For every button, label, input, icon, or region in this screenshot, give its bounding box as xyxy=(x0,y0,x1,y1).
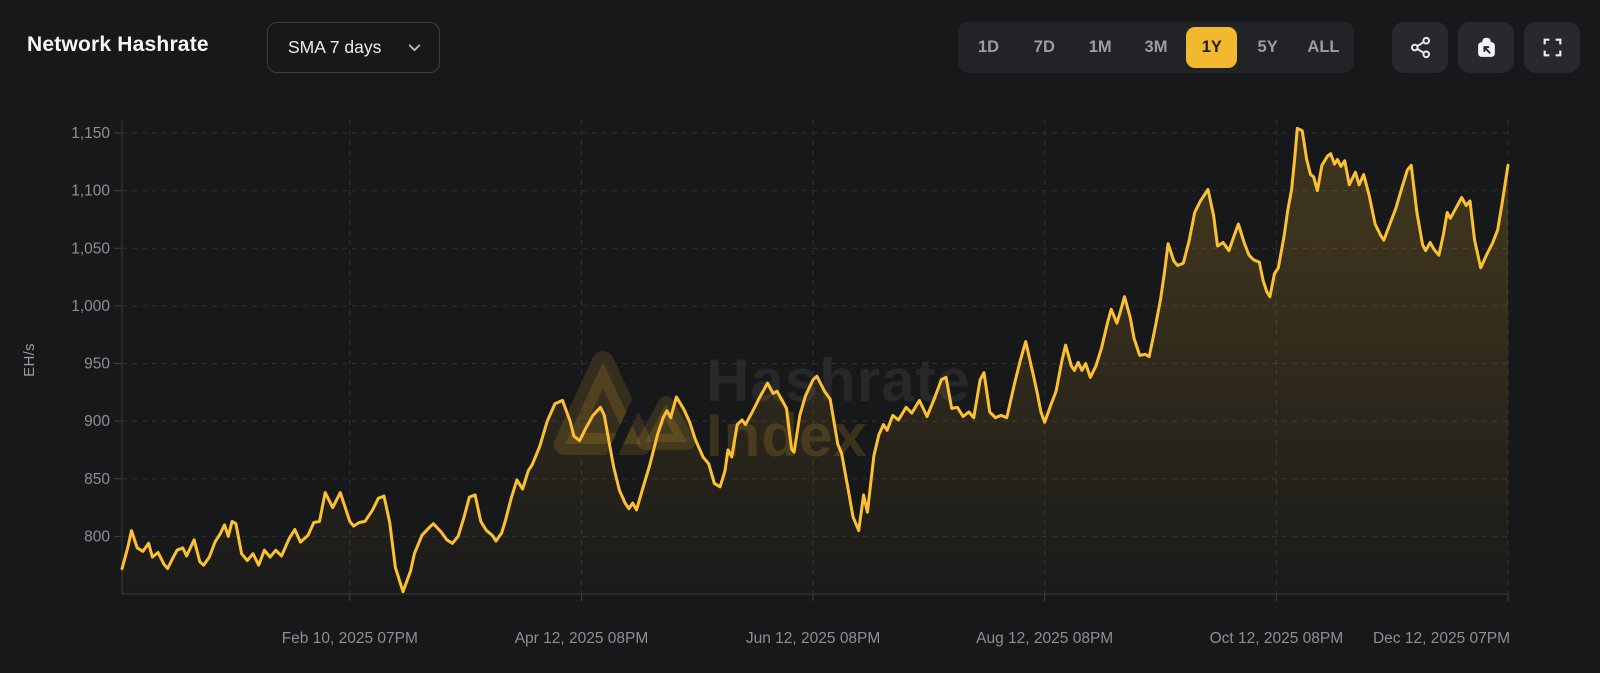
sma-dropdown-value: SMA 7 days xyxy=(288,37,382,57)
range-button-1d[interactable]: 1D xyxy=(963,27,1014,68)
range-button-1y[interactable]: 1Y xyxy=(1186,27,1238,68)
svg-text:850: 850 xyxy=(84,471,110,488)
svg-text:Oct 12, 2025 08PM: Oct 12, 2025 08PM xyxy=(1210,630,1344,647)
hashrate-area-fill xyxy=(122,128,1508,594)
fullscreen-icon xyxy=(1543,38,1561,57)
snapshot-button[interactable] xyxy=(1458,22,1514,73)
camera-icon xyxy=(1477,37,1495,57)
range-button-5y[interactable]: 5Y xyxy=(1242,27,1293,68)
svg-text:950: 950 xyxy=(84,356,110,373)
svg-text:1,150: 1,150 xyxy=(71,125,110,142)
sma-dropdown[interactable]: SMA 7 days xyxy=(267,22,440,73)
svg-text:1,000: 1,000 xyxy=(71,298,110,315)
svg-text:EH/s: EH/s xyxy=(21,343,38,377)
svg-text:Aug 12, 2025 08PM: Aug 12, 2025 08PM xyxy=(976,630,1113,647)
range-button-3m[interactable]: 3M xyxy=(1130,27,1181,68)
svg-text:Dec 12, 2025 07PM: Dec 12, 2025 07PM xyxy=(1373,630,1510,647)
hashrate-series-line xyxy=(120,126,1510,594)
range-button-all[interactable]: ALL xyxy=(1298,27,1349,68)
chevron-down-icon xyxy=(408,44,421,52)
svg-text:900: 900 xyxy=(84,413,110,430)
svg-text:Jun 12, 2025 08PM: Jun 12, 2025 08PM xyxy=(746,630,880,647)
svg-text:Feb 10, 2025 07PM: Feb 10, 2025 07PM xyxy=(282,630,418,647)
range-button-7d[interactable]: 7D xyxy=(1019,27,1070,68)
svg-text:800: 800 xyxy=(84,528,110,545)
fullscreen-button[interactable] xyxy=(1524,22,1580,73)
share-button[interactable] xyxy=(1392,22,1448,73)
svg-text:Apr 12, 2025 08PM: Apr 12, 2025 08PM xyxy=(515,630,649,647)
chart-header: Network Hashrate SMA 7 days 1D 7D 1M 3M … xyxy=(0,0,1600,98)
page-title: Network Hashrate xyxy=(27,33,209,56)
hashrate-line-chart[interactable]: HashrateIndex8008509009501,0001,0501,100… xyxy=(0,98,1600,673)
range-button-1m[interactable]: 1M xyxy=(1075,27,1126,68)
hashrate-chart[interactable]: HashrateIndex8008509009501,0001,0501,100… xyxy=(0,98,1600,673)
svg-text:Hashrate: Hashrate xyxy=(706,347,971,414)
share-icon xyxy=(1410,36,1430,59)
range-selector: 1D 7D 1M 3M 1Y 5Y ALL xyxy=(958,22,1354,73)
svg-text:1,100: 1,100 xyxy=(71,183,110,200)
svg-text:1,050: 1,050 xyxy=(71,240,110,257)
